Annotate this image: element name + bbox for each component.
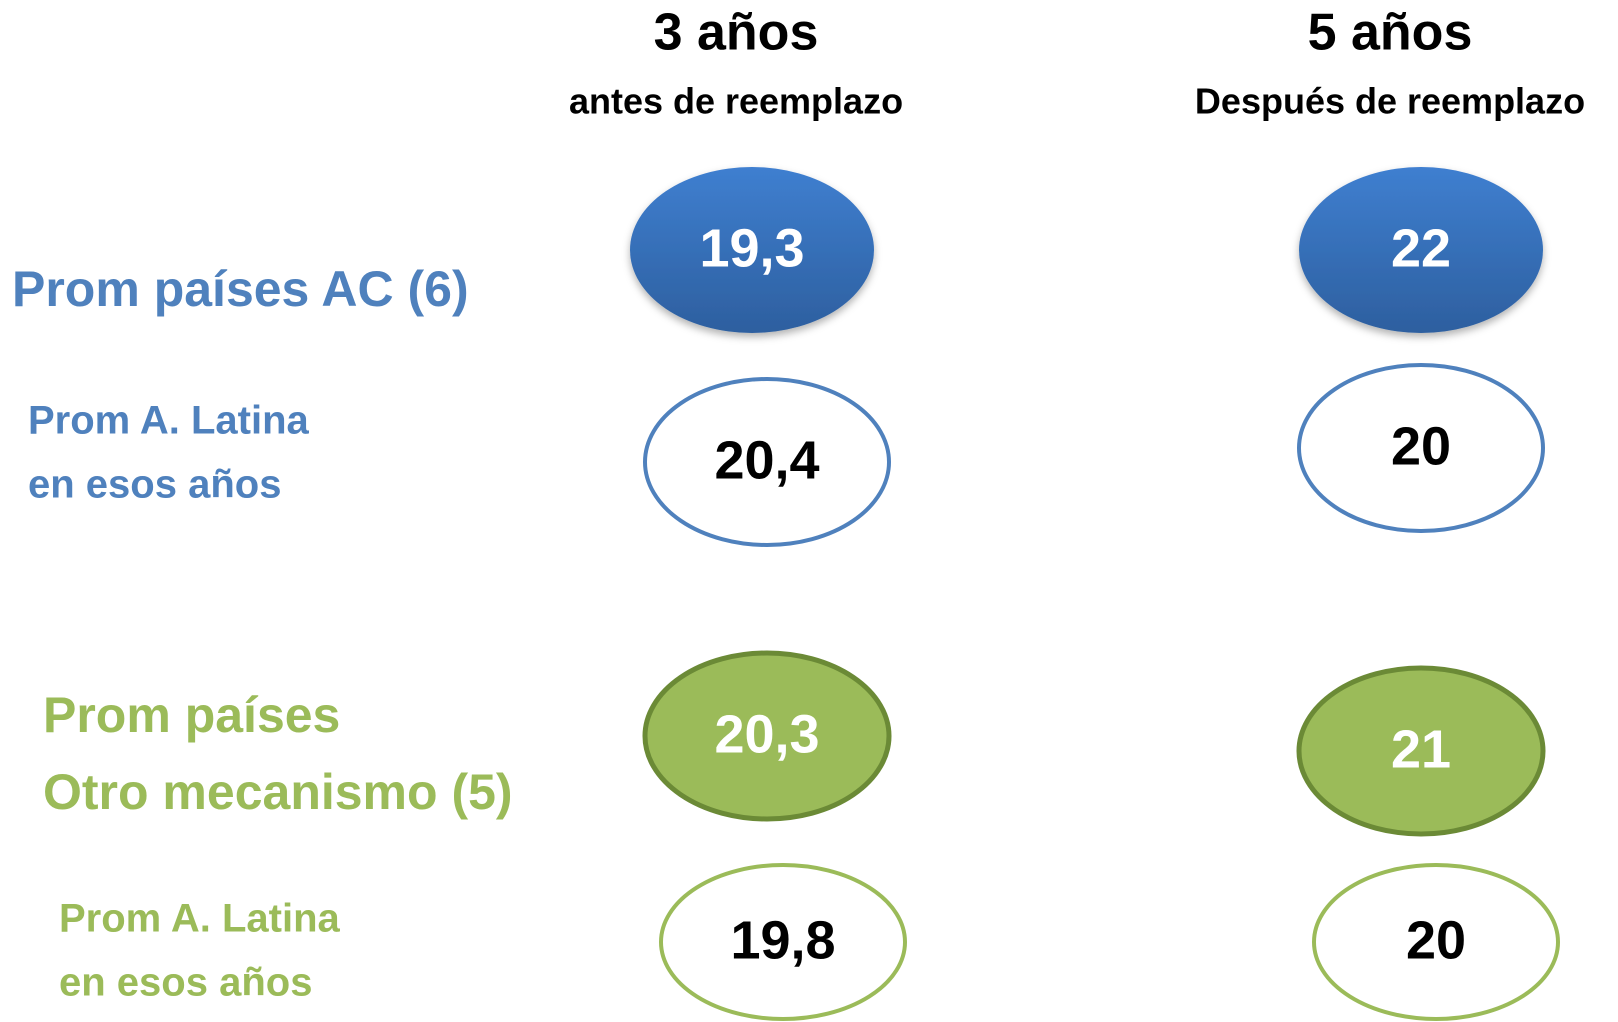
value: 21 — [1391, 719, 1451, 779]
row-label: en esos años — [28, 463, 281, 507]
value-ellipse — [642, 650, 892, 822]
row-label: en esos años — [59, 961, 312, 1005]
column-subtitle: Después de reemplazo — [1195, 81, 1585, 122]
row-label: Prom países AC (6) — [12, 261, 469, 317]
row-label: Prom A. Latina — [28, 399, 310, 443]
row-label: Otro mecanismo (5) — [43, 764, 513, 820]
value-ellipse — [1297, 363, 1545, 533]
value: 20,3 — [714, 704, 819, 764]
value: 19,3 — [699, 218, 804, 278]
row-label: Prom A. Latina — [59, 897, 341, 941]
value: 20 — [1406, 910, 1466, 970]
value-ellipse — [659, 863, 907, 1021]
value-ellipse — [1296, 665, 1546, 837]
column-title: 5 años — [1308, 4, 1473, 62]
value-ellipse — [643, 377, 891, 547]
value: 22 — [1391, 218, 1451, 278]
value: 20,4 — [714, 430, 819, 490]
value-ellipse — [630, 167, 874, 333]
value: 19,8 — [730, 910, 835, 970]
value: 20 — [1391, 416, 1451, 476]
value-ellipse — [1312, 863, 1560, 1021]
column-subtitle: antes de reemplazo — [569, 81, 903, 122]
value-ellipse — [1299, 167, 1543, 333]
row-label: Prom países — [43, 687, 340, 743]
column-title: 3 años — [654, 4, 819, 62]
